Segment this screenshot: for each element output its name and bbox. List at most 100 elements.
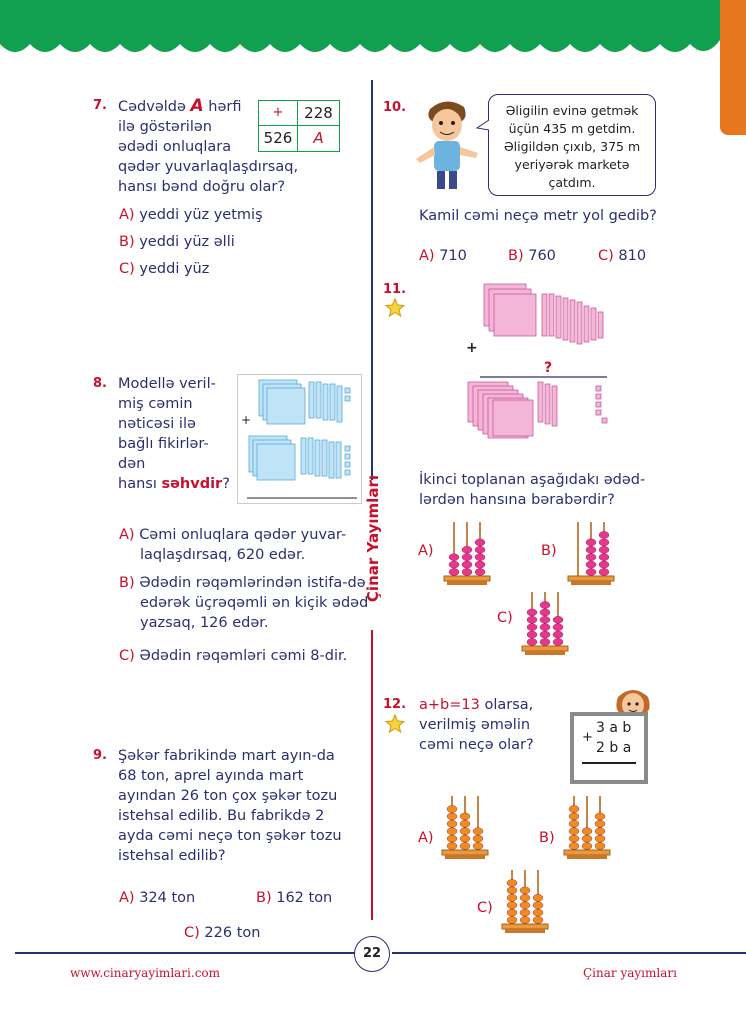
q7-option-c[interactable]: C) yeddi yüz [119,261,210,277]
abacus-bead [446,812,458,821]
q12-abacus-c [501,870,549,933]
abacus-bead [519,886,531,895]
abacus-bead [585,553,597,561]
q7-option-b[interactable]: B) yeddi yüz əlli [119,234,235,250]
header-band [0,0,720,52]
abacus-bead [539,616,551,624]
q10-option-b[interactable]: B) 760 [508,248,556,264]
q11-plus: + [466,340,478,356]
abacus-bead [472,827,484,835]
q8-option-b[interactable]: B) Ədədin rəqəmlərindən istifa-də edərək… [119,575,369,631]
footer-line-right [392,952,746,954]
abacus-bead [568,820,580,828]
abacus-bead [459,820,471,828]
abacus-bead [461,560,473,569]
q11-option-a[interactable]: A) [418,543,434,559]
q8-option-c[interactable]: C) Ədədin rəqəmləri cəmi 8-dir. [119,648,348,664]
abacus-bead [448,568,460,576]
abacus-bead [446,820,458,828]
abacus-bead [506,879,518,887]
abacus-bead [532,916,544,924]
q7-number: 7. [93,98,107,113]
abacus-bead [598,568,610,576]
bubble-tail [475,119,490,131]
footer-line-left [15,952,355,954]
star-icon [385,298,405,318]
abacus-bead [519,908,531,917]
q11-abacus-a [443,522,491,585]
q10-number: 10. [383,100,407,115]
q11-number: 11. [383,282,407,297]
abacus-bead [585,546,597,554]
q12-option-b[interactable]: B) [539,830,555,846]
abacus-bead [594,820,606,828]
q7-option-a[interactable]: A) yeddi yüz yetmiş [119,207,263,223]
abacus-bead [585,560,597,569]
q9-option-c[interactable]: C) 226 ton [184,925,261,941]
q8-text: Modellə veril- miş cəmin nəticəsi ilə ba… [118,376,230,492]
abacus-bead [474,568,486,576]
q12-option-c[interactable]: C) [477,900,493,916]
abacus-base [443,575,491,582]
q7-table: + 228 526 A [258,100,340,152]
abacus-bead [568,805,580,813]
abacus-bead [526,616,538,624]
abacus-bead [474,560,486,569]
q12-number: 12. [383,697,407,712]
abacus-bead [585,538,597,547]
abacus-bead [506,908,518,917]
abacus-bead [526,608,538,617]
abacus-bead [594,812,606,821]
boy-character [416,101,478,189]
footer-website[interactable]: www.cinaryayimlari.com [70,966,221,980]
q10-option-c[interactable]: C) 810 [598,248,647,264]
abacus-base [501,923,549,930]
column-divider [371,80,373,480]
abacus-bead [461,546,473,554]
abacus-bead [519,901,531,909]
q12-option-a[interactable]: A) [418,830,434,846]
q10-option-a[interactable]: A) 710 [419,248,467,264]
abacus-bead [461,553,473,561]
abacus-bead [539,601,551,609]
abacus-bead [598,560,610,569]
q11-option-b[interactable]: B) [541,543,557,559]
abacus-bead [552,630,564,639]
q12-abacus-b [563,796,611,859]
column-divider-lower [371,630,373,920]
abacus-bead [526,638,538,646]
abacus-base [441,849,489,856]
abacus-bead [472,842,484,850]
abacus-bead [526,623,538,631]
abacus-bead [532,908,544,917]
q8-option-a[interactable]: A) Cəmi onluqlara qədər yuvar-laqlaşdırs… [119,527,347,563]
abacus-bead [598,538,610,547]
abacus-bead [581,842,593,850]
abacus-bead [474,553,486,561]
abacus-bead [585,568,597,576]
abacus-bead [506,894,518,902]
abacus-base [563,849,611,856]
q12-board: 3 a b + 2 b a [570,712,648,784]
abacus-foot [505,929,545,933]
abacus-bead [598,531,610,539]
abacus-bead [448,560,460,569]
abacus-foot [447,581,487,585]
abacus-foot [445,855,485,859]
q9-option-b[interactable]: B) 162 ton [256,890,333,906]
q8-number: 8. [93,376,107,391]
abacus-bead [568,834,580,843]
page-number-circle: 22 [354,936,390,972]
abacus-bead [594,842,606,850]
q8-plus: + [241,413,251,427]
q10-question: Kamil cəmi neçə metr yol gedib? [419,208,657,224]
abacus-bead [552,616,564,624]
abacus-bead [532,894,544,902]
q9-option-a[interactable]: A) 324 ton [119,890,196,906]
abacus-bead [446,805,458,813]
abacus-bead [552,623,564,631]
abacus-bead [581,834,593,843]
q11-option-c[interactable]: C) [497,610,513,626]
abacus-bead [594,827,606,835]
abacus-bead [532,901,544,909]
